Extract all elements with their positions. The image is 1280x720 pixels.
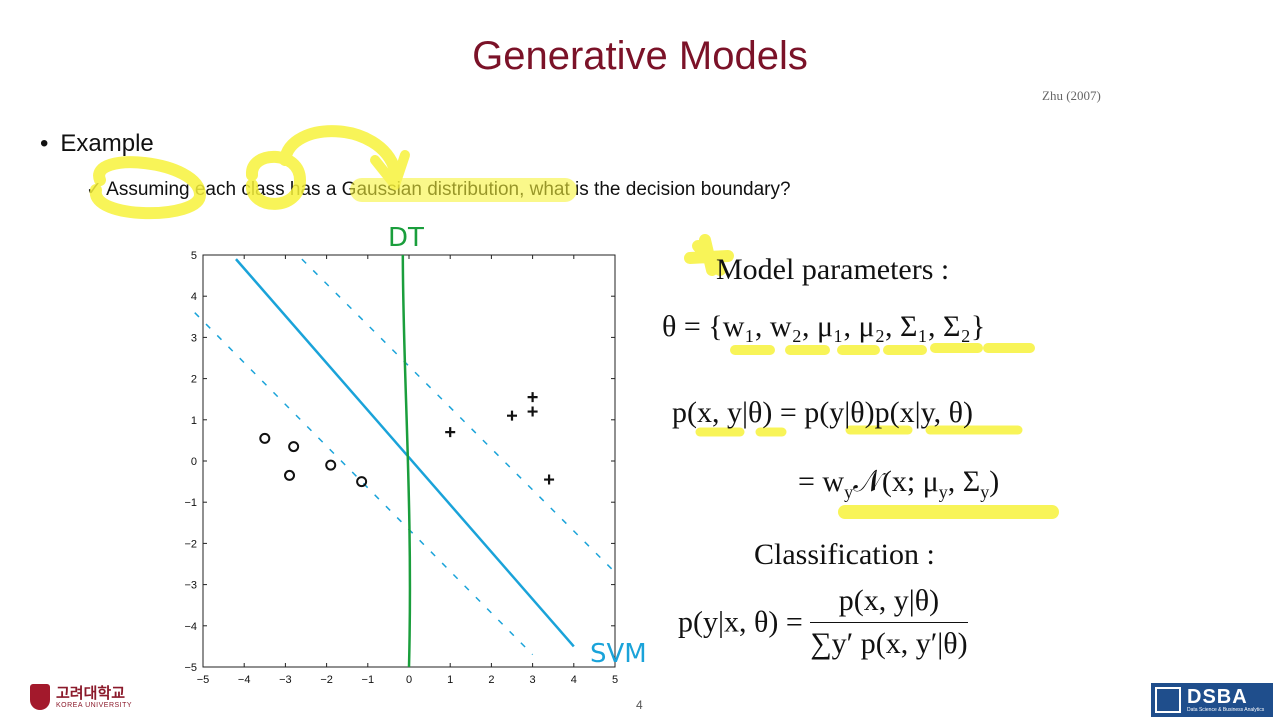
y-tick-label: −5 [184, 662, 197, 674]
circle-point [356, 476, 368, 488]
dsba-sub: Data Science & Business Analytics [1187, 706, 1265, 713]
joint-rhs-sub2: y [938, 482, 948, 502]
joint-rhs-sub: y [844, 482, 854, 502]
theta-item: μ₂, [858, 310, 901, 343]
theta-close: } [970, 310, 986, 343]
y-tick-label: 4 [191, 291, 197, 303]
joint-rhs-normal: 𝒩(x; μ [853, 465, 939, 498]
joint-rhs-w: = w [798, 465, 845, 498]
theta-lhs: θ = { [662, 310, 723, 343]
x-tick-label: −2 [320, 674, 333, 686]
y-tick-label: −2 [184, 538, 197, 550]
classification-equation: p(y|x, θ) = p(x, y|θ) ∑y′ p(x, y′|θ) [678, 584, 968, 661]
joint-rhs-end: ) [989, 465, 1000, 498]
class-numerator: p(x, y|θ) [810, 584, 968, 623]
svm-boundary-line [235, 258, 575, 648]
theta-item: w₂, [769, 310, 817, 343]
x-tick-label: 1 [447, 674, 453, 686]
dsba-main: DSBA [1187, 685, 1248, 708]
class-fraction: p(x, y|θ) ∑y′ p(x, y′|θ) [810, 584, 968, 661]
dt-boundary-line [401, 254, 412, 668]
dsba-logo: DSBA Data Science & Business Analytics [1151, 683, 1273, 717]
y-tick-label: −3 [184, 580, 197, 592]
joint-equation-rhs: = wy𝒩(x; μy, Σy) [798, 465, 999, 503]
y-tick-label: 1 [191, 415, 197, 427]
plus-point [527, 406, 538, 417]
circle-point [325, 459, 337, 471]
x-tick-label: −1 [362, 674, 375, 686]
ku-english: KOREA UNIVERSITY [56, 701, 133, 709]
theta-item: Σ₂ [942, 310, 971, 343]
theta-items: w₁, w₂, μ₁, μ₂, Σ₁, Σ₂ [723, 310, 971, 343]
x-tick-label: 2 [488, 674, 494, 686]
dt-label: DT [388, 223, 424, 253]
joint-rhs-sub3: y [980, 482, 990, 502]
circle-point [284, 469, 296, 481]
y-tick-label: −4 [184, 621, 197, 633]
y-tick-label: 3 [191, 332, 197, 344]
ku-emblem-icon [30, 684, 50, 710]
joint-rhs-sigma: , Σ [947, 465, 981, 498]
x-tick-label: 5 [612, 674, 618, 686]
ku-korean: 고려대학교 [56, 684, 126, 702]
class-lhs: p(y|x, θ) = [678, 605, 803, 639]
svm-margin-lower [194, 312, 534, 656]
plus-point [445, 427, 456, 438]
model-params-label: Model parameters : [716, 253, 950, 286]
slide-title: Generative Models [472, 34, 808, 78]
circle-point [288, 441, 300, 453]
classification-label: Classification : [754, 538, 935, 571]
page-number: 4 [636, 698, 643, 712]
x-tick-label: −3 [279, 674, 292, 686]
bullet-dot: • [40, 130, 49, 157]
theta-item: μ₁, [816, 310, 859, 343]
svm-label: SVM [590, 639, 647, 669]
plus-point [507, 410, 517, 421]
y-tick-label: −1 [184, 497, 197, 509]
theta-item: Σ₁, [900, 310, 943, 343]
x-tick-label: 3 [530, 674, 536, 686]
svm-margin-upper [301, 258, 616, 573]
citation: Zhu (2007) [1042, 88, 1101, 103]
plus-point [527, 392, 538, 403]
highlight-circle-assuming [90, 156, 206, 220]
y-tick-label: 5 [191, 250, 197, 262]
x-tick-label: −4 [238, 674, 251, 686]
dsba-network-icon [1155, 687, 1181, 713]
theta-item: w₁, [722, 310, 770, 343]
bullet-example: • Example [40, 130, 154, 158]
korea-university-logo: 고려대학교 KOREA UNIVERSITY [30, 684, 132, 710]
highlight-arrow [279, 125, 401, 176]
x-tick-label: 0 [406, 674, 412, 686]
y-tick-label: 2 [191, 374, 197, 386]
y-tick-label: 0 [191, 456, 197, 468]
highlight-star [684, 234, 734, 276]
class-denominator: ∑y′ p(x, y′|θ) [810, 627, 968, 660]
circle-point [259, 432, 271, 444]
bullet-text: Example [60, 130, 154, 157]
plus-point [544, 474, 555, 485]
x-tick-label: −5 [197, 674, 210, 686]
joint-equation: p(x, y|θ) = p(y|θ)p(x|y, θ) [672, 396, 974, 429]
x-tick-label: 4 [571, 674, 577, 686]
theta-equation: θ = {w₁, w₂, μ₁, μ₂, Σ₁, Σ₂} [662, 310, 985, 344]
highlight-circle-class [246, 150, 306, 210]
